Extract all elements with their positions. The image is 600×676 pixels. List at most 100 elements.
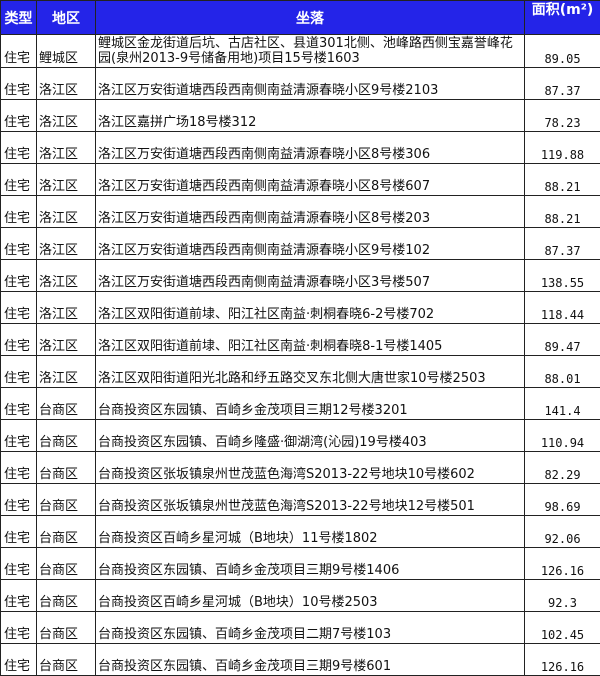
type-cell: 住宅	[1, 420, 37, 452]
area-cell: 92.06	[525, 516, 600, 548]
area-cell: 126.16	[525, 548, 600, 580]
district-cell: 洛江区	[37, 292, 96, 324]
type-cell: 住宅	[1, 388, 37, 420]
location-cell: 台商投资区东园镇、百崎乡金茂项目三期9号楼601	[96, 644, 525, 676]
area-cell: 88.21	[525, 164, 600, 196]
area-cell: 89.47	[525, 324, 600, 356]
area-cell: 110.94	[525, 420, 600, 452]
type-cell: 住宅	[1, 548, 37, 580]
area-cell: 138.55	[525, 260, 600, 292]
table-row: 住宅鲤城区鲤城区金龙街道后坑、古店社区、县道301北侧、池峰路西侧宝嘉誉峰花园(…	[1, 35, 600, 68]
type-cell: 住宅	[1, 484, 37, 516]
district-cell: 台商区	[37, 452, 96, 484]
type-cell: 住宅	[1, 356, 37, 388]
location-cell: 台商投资区张坂镇泉州世茂蓝色海湾S2013-22号地块10号楼602	[96, 452, 525, 484]
location-cell: 洛江区万安街道塘西段西南侧南益清源春晓小区3号楼507	[96, 260, 525, 292]
area-cell: 88.21	[525, 196, 600, 228]
location-cell: 洛江区双阳街道阳光北路和纾五路交叉东北侧大唐世家10号楼2503	[96, 356, 525, 388]
district-cell: 台商区	[37, 644, 96, 676]
type-cell: 住宅	[1, 580, 37, 612]
type-cell: 住宅	[1, 516, 37, 548]
area-cell: 141.4	[525, 388, 600, 420]
location-cell: 洛江区双阳街道前埭、阳江社区南益·刺桐春晓6-2号楼702	[96, 292, 525, 324]
type-cell: 住宅	[1, 228, 37, 260]
type-cell: 住宅	[1, 35, 37, 68]
area-cell: 78.23	[525, 100, 600, 132]
district-cell: 台商区	[37, 388, 96, 420]
district-cell: 洛江区	[37, 196, 96, 228]
district-cell: 台商区	[37, 548, 96, 580]
type-cell: 住宅	[1, 260, 37, 292]
type-cell: 住宅	[1, 196, 37, 228]
type-cell: 住宅	[1, 100, 37, 132]
district-cell: 洛江区	[37, 324, 96, 356]
area-cell: 87.37	[525, 68, 600, 100]
type-cell: 住宅	[1, 612, 37, 644]
area-cell: 89.05	[525, 35, 600, 68]
district-cell: 洛江区	[37, 100, 96, 132]
location-cell: 台商投资区张坂镇泉州世茂蓝色海湾S2013-22号地块12号楼501	[96, 484, 525, 516]
location-cell: 洛江区双阳街道前埭、阳江社区南益·刺桐春晓8-1号楼1405	[96, 324, 525, 356]
type-cell: 住宅	[1, 292, 37, 324]
district-cell: 台商区	[37, 420, 96, 452]
district-cell: 台商区	[37, 612, 96, 644]
area-cell: 92.3	[525, 580, 600, 612]
location-cell: 洛江区万安街道塘西段西南侧南益清源春晓小区8号楼203	[96, 196, 525, 228]
location-cell: 鲤城区金龙街道后坑、古店社区、县道301北侧、池峰路西侧宝嘉誉峰花园(泉州201…	[96, 35, 525, 68]
type-cell: 住宅	[1, 164, 37, 196]
location-cell: 台商投资区百崎乡星河城（B地块）11号楼1802	[96, 516, 525, 548]
district-cell: 台商区	[37, 516, 96, 548]
location-cell: 台商投资区东园镇、百崎乡隆盛·御湖湾(沁园)19号楼403	[96, 420, 525, 452]
area-cell: 126.16	[525, 644, 600, 676]
location-cell: 洛江区嘉拼广场18号楼312	[96, 100, 525, 132]
type-cell: 住宅	[1, 132, 37, 164]
header-area: 面积(m²)	[525, 1, 600, 35]
type-cell: 住宅	[1, 644, 37, 676]
district-cell: 洛江区	[37, 260, 96, 292]
district-cell: 洛江区	[37, 228, 96, 260]
header-district: 地区	[37, 1, 96, 35]
location-cell: 洛江区万安街道塘西段西南侧南益清源春晓小区9号楼2103	[96, 68, 525, 100]
location-cell: 洛江区万安街道塘西段西南侧南益清源春晓小区8号楼607	[96, 164, 525, 196]
header-row: 类型 地区 坐落 面积(m²)	[1, 1, 600, 35]
location-cell: 洛江区万安街道塘西段西南侧南益清源春晓小区8号楼306	[96, 132, 525, 164]
type-cell: 住宅	[1, 324, 37, 356]
district-cell: 洛江区	[37, 356, 96, 388]
area-cell: 119.88	[525, 132, 600, 164]
location-cell: 台商投资区东园镇、百崎乡金茂项目二期7号楼103	[96, 612, 525, 644]
area-cell: 102.45	[525, 612, 600, 644]
location-cell: 台商投资区百崎乡星河城（B地块）10号楼2503	[96, 580, 525, 612]
area-cell: 118.44	[525, 292, 600, 324]
district-cell: 台商区	[37, 484, 96, 516]
district-cell: 鲤城区	[37, 35, 96, 68]
type-cell: 住宅	[1, 452, 37, 484]
location-cell: 台商投资区东园镇、百崎乡金茂项目三期12号楼3201	[96, 388, 525, 420]
district-cell: 洛江区	[37, 132, 96, 164]
district-cell: 洛江区	[37, 68, 96, 100]
area-cell: 87.37	[525, 228, 600, 260]
area-cell: 98.69	[525, 484, 600, 516]
type-cell: 住宅	[1, 68, 37, 100]
area-cell: 88.01	[525, 356, 600, 388]
district-cell: 洛江区	[37, 164, 96, 196]
header-type: 类型	[1, 1, 37, 35]
district-cell: 台商区	[37, 580, 96, 612]
header-location: 坐落	[96, 1, 525, 35]
